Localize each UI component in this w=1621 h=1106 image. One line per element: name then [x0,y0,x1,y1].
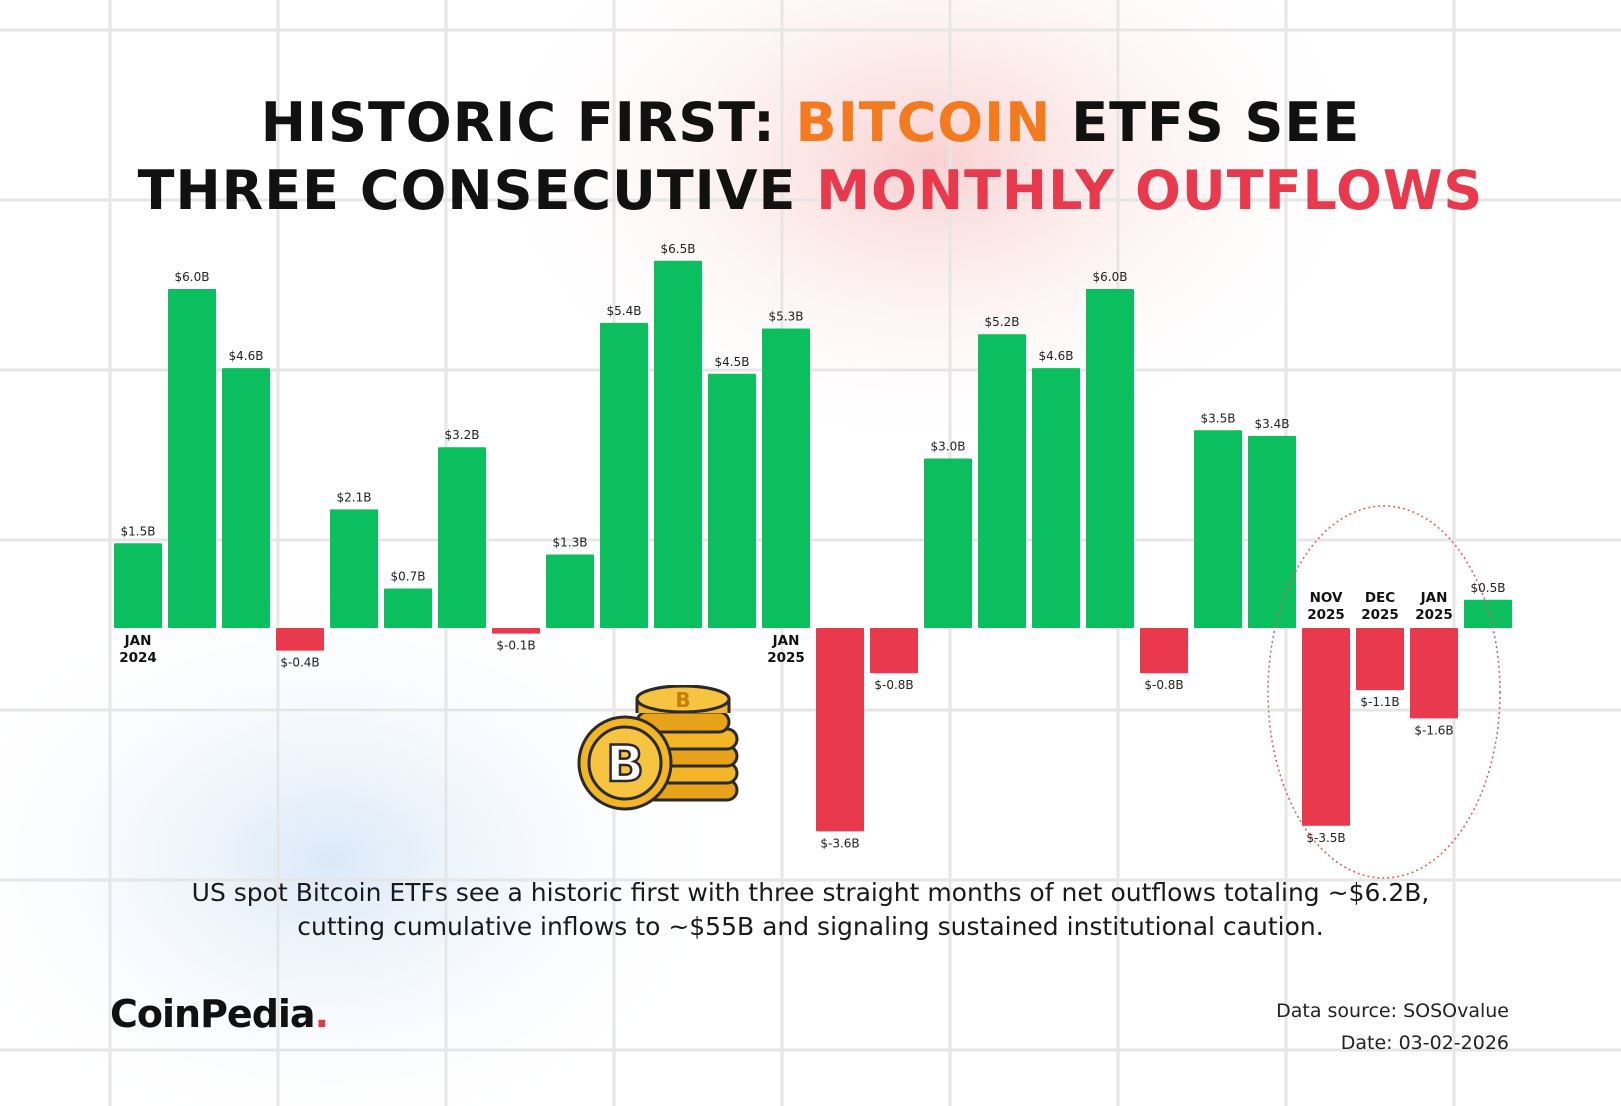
bar-nov-2025 [1302,628,1350,826]
value-label: $4.6B [1039,349,1074,363]
bar-jul-2025 [1086,289,1134,628]
bar-sep-2025 [1194,430,1242,628]
value-label: $3.0B [931,440,966,454]
value-label: $-1.6B [1414,723,1453,737]
month-annotation: 2025 [1361,607,1399,623]
value-label: $4.5B [715,355,750,369]
bar-apr-2024 [276,628,324,651]
logo-dot: . [314,992,329,1036]
value-label: $-3.6B [820,836,859,850]
bar-jul-2024 [438,447,486,628]
source-block: Data source: SOSOvalue Date: 03-02-2026 [1276,995,1509,1059]
bar-dec-2024 [708,373,756,628]
value-label: $1.3B [553,536,588,550]
publish-date: Date: 03-02-2026 [1340,1032,1509,1054]
bar-dec-2025 [1356,628,1404,691]
value-label: $3.2B [445,428,480,442]
month-annotation: 2025 [767,650,805,666]
data-source: Data source: SOSOvalue [1276,1000,1509,1022]
value-label: $3.5B [1201,411,1236,425]
bar-may-2025 [978,334,1026,628]
bar-feb-2026 [1464,599,1512,628]
bar-oct-2025 [1248,435,1296,628]
bitcoin-coin-stack-icon: B B [577,685,739,811]
month-annotation: 2025 [1415,607,1453,623]
value-label: $1.5B [121,524,156,538]
bar-jan-2026 [1410,628,1458,719]
bar-feb-2024 [168,289,216,628]
value-label: $0.7B [391,569,426,583]
value-label: $3.4B [1255,417,1290,431]
bar-aug-2025 [1140,628,1188,674]
coin-front-symbol: B [606,735,644,793]
value-label: $0.5B [1471,581,1506,595]
value-label: $2.1B [337,490,372,504]
bar-may-2024 [330,509,378,628]
month-annotation: JAN [1420,590,1448,606]
title-text: ETFS SEE [1051,91,1361,154]
bar-nov-2024 [654,260,702,628]
month-annotation: 2024 [119,650,157,666]
caption: US spot Bitcoin ETFs see a historic firs… [0,876,1621,944]
logo-text: CoinPedia [110,992,316,1036]
title-highlight-outflows: MONTHLY OUTFLOWS [816,159,1484,222]
bars-layer [114,260,1512,832]
value-label: $5.4B [607,304,642,318]
bar-oct-2024 [600,322,648,628]
bar-jan-2025 [762,328,810,628]
title-text: HISTORIC FIRST: [260,91,796,154]
bar-aug-2024 [492,628,540,634]
value-label: $-3.5B [1306,831,1345,845]
chart-title-line-2: THREE CONSECUTIVE MONTHLY OUTFLOWS [0,158,1621,224]
highlight-ellipse [1267,505,1501,879]
coinpedia-logo: CoinPedia. [110,992,329,1036]
value-label: $6.0B [1093,270,1128,284]
month-annotation: DEC [1365,590,1395,606]
bar-mar-2025 [870,628,918,674]
month-annotation: NOV [1310,590,1343,606]
month-annotation: JAN [772,633,800,649]
value-label: $5.3B [769,310,804,324]
title-highlight-bitcoin: BITCOIN [795,91,1052,154]
bar-apr-2025 [924,458,972,628]
value-label: $6.0B [175,270,210,284]
value-label: $6.5B [661,242,696,256]
title-text: THREE CONSECUTIVE [137,159,817,222]
caption-line-1: US spot Bitcoin ETFs see a historic firs… [191,878,1430,907]
value-label: $-1.1B [1360,695,1399,709]
month-annotation: JAN [124,633,152,649]
bar-jun-2024 [384,588,432,628]
coin-top-symbol: B [675,688,690,712]
chart-title-line-1: HISTORIC FIRST: BITCOIN ETFS SEE [0,90,1621,156]
bar-mar-2024 [222,368,270,628]
caption-line-2: cutting cumulative inflows to ~$55B and … [297,912,1324,941]
bar-jun-2025 [1032,368,1080,628]
value-label: $-0.8B [874,678,913,692]
bar-sep-2024 [546,554,594,628]
bar-feb-2025 [816,628,864,832]
month-annotation: 2025 [1307,607,1345,623]
value-label: $5.2B [985,315,1020,329]
value-labels-layer: $1.5B $6.0B $4.6B $-0.4B $2.1B $0.7B $3.2B $-0.… [121,242,1506,851]
value-label: $-0.4B [280,656,319,670]
bar-jan-2024 [114,543,162,628]
value-label: $4.6B [229,349,264,363]
value-label: $-0.1B [496,639,535,653]
value-label: $-0.8B [1144,678,1183,692]
